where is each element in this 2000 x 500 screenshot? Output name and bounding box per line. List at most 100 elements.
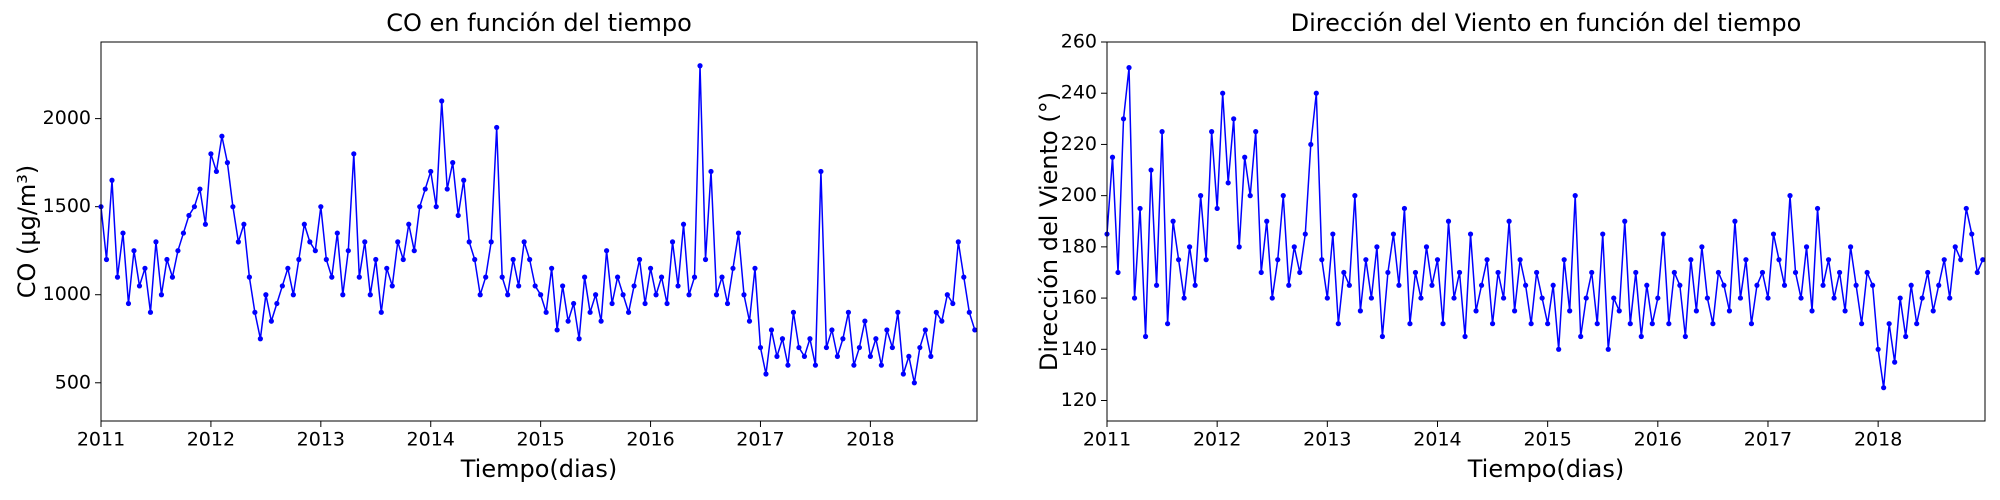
data-point (1286, 282, 1292, 288)
data-point (944, 292, 950, 298)
data-point (1688, 257, 1694, 263)
data-point (1616, 308, 1622, 314)
data-point (521, 239, 527, 245)
data-point (131, 248, 137, 254)
data-point (1941, 257, 1947, 263)
data-point (351, 151, 357, 157)
data-point (1859, 321, 1865, 327)
data-point (1214, 205, 1220, 212)
data-point (1710, 321, 1716, 327)
data-point (246, 274, 252, 280)
data-point (554, 327, 560, 333)
chart-title: CO en función del tiempo (386, 9, 692, 37)
data-point (290, 292, 296, 298)
data-point (889, 344, 895, 351)
data-point (362, 239, 368, 245)
data-point (1247, 193, 1253, 199)
data-point (466, 239, 472, 245)
x-tick-label: 2013 (1303, 429, 1351, 451)
data-point (1963, 205, 1969, 212)
data-point (1545, 321, 1551, 327)
data-point (1495, 269, 1501, 276)
data-point (851, 362, 857, 368)
data-point (1611, 295, 1617, 301)
data-point (1170, 218, 1176, 224)
data-point (1825, 257, 1832, 263)
data-point (862, 318, 868, 324)
y-axis-label: CO (μg/m³) (13, 165, 41, 299)
data-point (1302, 231, 1308, 237)
data-point (1754, 282, 1760, 288)
data-point (884, 327, 890, 333)
data-point (1814, 205, 1821, 212)
data-point (1109, 154, 1116, 160)
x-tick-label: 2018 (1854, 429, 1902, 451)
data-point (1958, 257, 1964, 263)
data-point (571, 300, 577, 307)
data-point (1506, 218, 1512, 224)
data-point (1539, 295, 1545, 301)
data-point (1980, 257, 1986, 263)
data-point (1770, 231, 1777, 237)
data-point (1407, 321, 1413, 327)
data-point (164, 256, 170, 263)
data-point (1671, 269, 1677, 276)
data-point (1324, 295, 1330, 301)
data-point (1473, 308, 1479, 314)
data-point (1390, 231, 1397, 237)
data-point (955, 239, 961, 245)
data-point (917, 344, 923, 351)
data-point (972, 327, 978, 333)
data-point (895, 309, 901, 315)
data-point (356, 274, 362, 280)
data-point (268, 318, 274, 324)
data-point (345, 248, 351, 254)
x-tick-label: 2017 (1744, 429, 1792, 451)
data-point (1836, 269, 1843, 276)
data-point (620, 292, 626, 298)
data-point (1947, 295, 1953, 301)
y-tick-label: 220 (1061, 133, 1097, 155)
data-point (263, 292, 269, 298)
data-point (730, 265, 736, 271)
data-point (186, 212, 192, 219)
data-point (845, 309, 852, 315)
data-point (197, 186, 203, 192)
data-point (1335, 321, 1341, 327)
x-tick-label: 2013 (297, 429, 345, 451)
data-point (823, 344, 830, 351)
data-point (1633, 269, 1639, 276)
data-point (1726, 308, 1733, 314)
data-point (1787, 193, 1793, 199)
data-point (1649, 321, 1655, 327)
data-point (1881, 385, 1887, 391)
data-point (1346, 282, 1352, 288)
data-point (829, 327, 835, 333)
data-point (1677, 282, 1683, 288)
data-point (1242, 154, 1248, 160)
data-point (697, 63, 703, 69)
data-point (340, 292, 346, 298)
data-point (213, 168, 220, 175)
data-point (510, 256, 516, 263)
data-point (1203, 257, 1209, 263)
data-point (966, 309, 972, 315)
x-tick-label: 2016 (626, 429, 674, 451)
data-point (230, 204, 236, 210)
data-point (1853, 282, 1859, 288)
data-point (1848, 244, 1854, 250)
x-tick-label: 2014 (1413, 429, 1461, 451)
data-point (109, 177, 115, 183)
data-point (373, 256, 379, 263)
data-point (719, 274, 725, 280)
data-point (1181, 295, 1187, 301)
data-point (439, 98, 445, 104)
data-point (834, 353, 841, 359)
data-point (208, 151, 214, 157)
data-point (532, 283, 538, 289)
data-point (961, 274, 967, 280)
data-point (235, 239, 241, 245)
data-point (318, 204, 324, 210)
data-point (543, 309, 549, 315)
y-tick-label: 140 (1061, 338, 1097, 360)
